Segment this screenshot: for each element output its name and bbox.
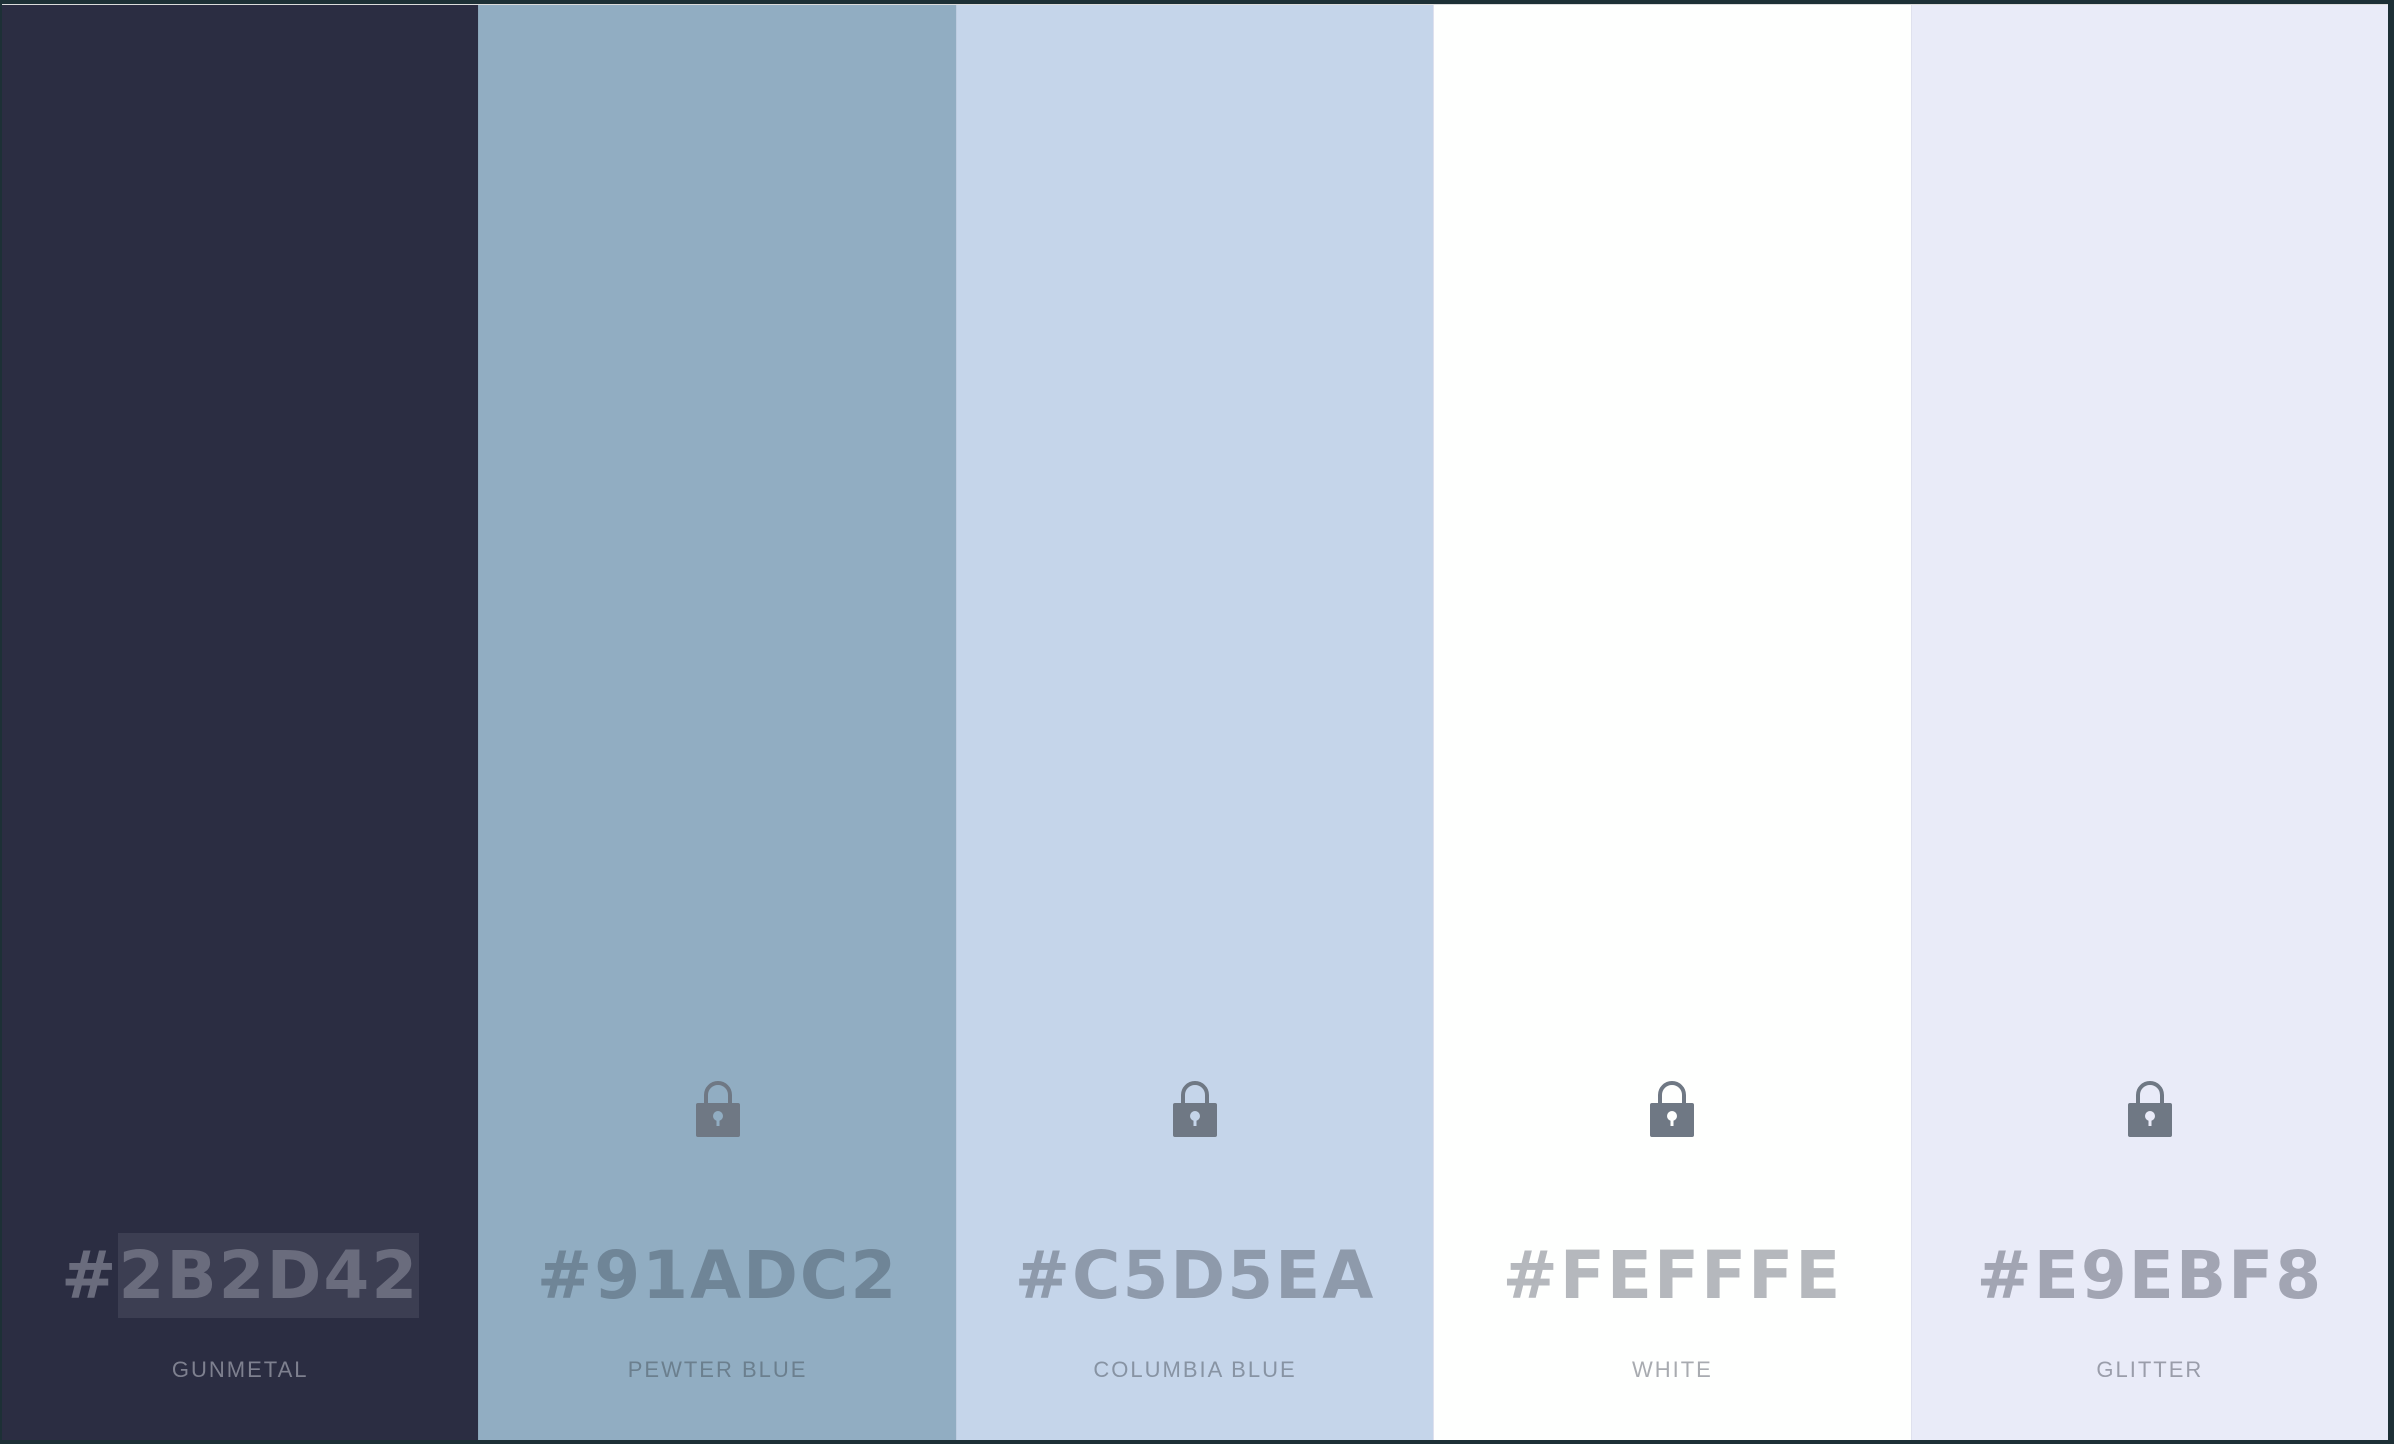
palette: #2B2D42 GUNMETAL #91ADC2 PEWTER BLUE #C5… xyxy=(2,4,2389,1440)
lock-icon[interactable] xyxy=(2126,1077,2174,1139)
color-name[interactable]: GLITTER xyxy=(2096,1357,2204,1382)
hex-code[interactable]: #2B2D42 xyxy=(2,1233,478,1318)
swatch-pewter-blue[interactable]: #91ADC2 PEWTER BLUE xyxy=(478,5,956,1440)
hex-code[interactable]: #C5D5EA xyxy=(1014,1237,1376,1314)
hex-code[interactable]: #FEFFFE xyxy=(1502,1237,1843,1314)
swatch-gunmetal[interactable]: #2B2D42 GUNMETAL xyxy=(2,5,479,1440)
hex-code-selection: 2B2D42 xyxy=(118,1233,420,1318)
lock-icon[interactable] xyxy=(1648,1077,1696,1139)
hex-code[interactable]: #91ADC2 xyxy=(536,1237,899,1314)
color-name[interactable]: WHITE xyxy=(1631,1357,1713,1382)
lock-icon[interactable] xyxy=(1171,1077,1219,1139)
hex-code[interactable]: #E9EBF8 xyxy=(1976,1237,2324,1314)
color-name[interactable]: COLUMBIA BLUE xyxy=(1093,1357,1297,1382)
swatch-columbia-blue[interactable]: #C5D5EA COLUMBIA BLUE xyxy=(955,5,1434,1440)
color-name[interactable]: GUNMETAL xyxy=(171,1357,309,1382)
lock-icon[interactable] xyxy=(694,1077,742,1139)
color-name[interactable]: PEWTER BLUE xyxy=(627,1357,808,1382)
swatch-glitter[interactable]: #E9EBF8 GLITTER xyxy=(1910,5,2389,1440)
swatch-white[interactable]: #FEFFFE WHITE xyxy=(1433,5,1911,1440)
